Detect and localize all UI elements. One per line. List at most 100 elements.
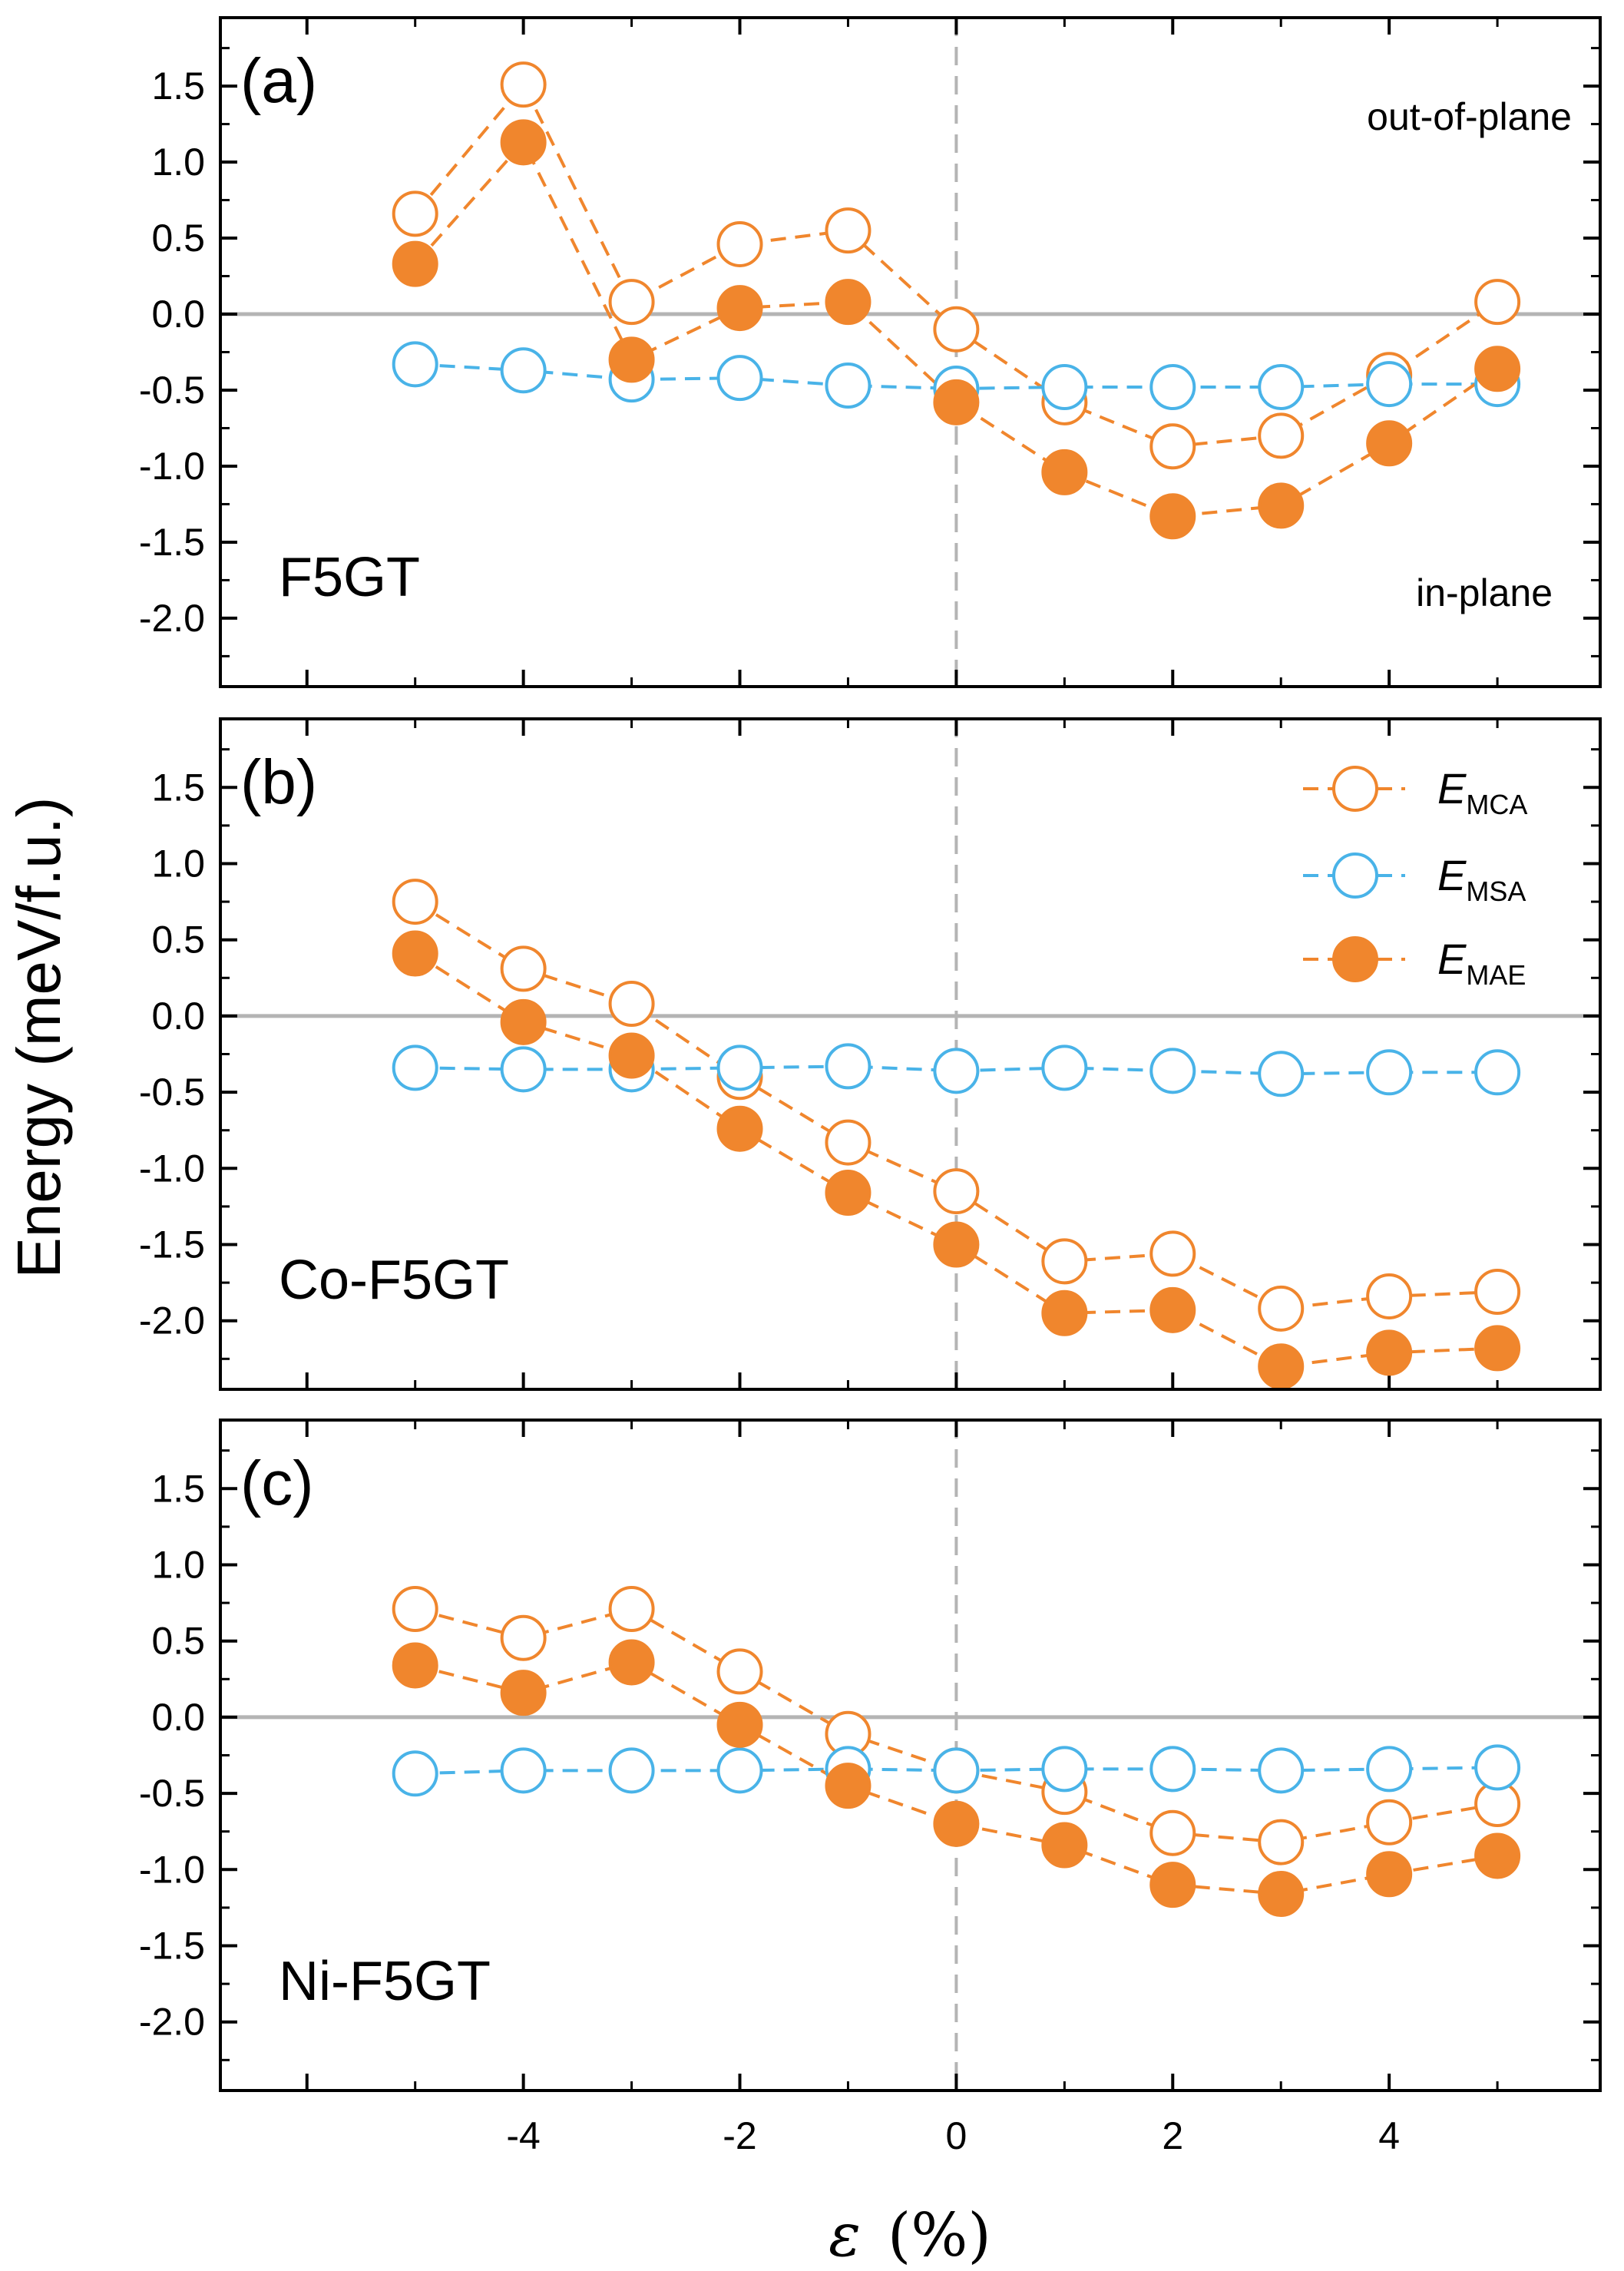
y-tick-label: -1.5 <box>139 521 205 564</box>
legend-entry-sub: MSA <box>1466 876 1526 907</box>
in-plane-label: in-plane <box>1416 571 1553 614</box>
data-point-mae <box>825 1170 872 1217</box>
y-tick-label: -1.0 <box>139 445 205 488</box>
y-tick-label: -1.5 <box>139 1223 205 1266</box>
y-tick-label: -1.0 <box>139 1147 205 1190</box>
data-point-mae <box>1041 1822 1088 1869</box>
panels: 1.5 1.0 0.5 0.0 -0.5 -1.0 -1.5 -2.0 (a) F5GT out-o… <box>139 16 1602 2157</box>
data-point-mae <box>500 1670 547 1716</box>
x-tick-label: 4 <box>1378 2114 1400 2157</box>
y-tick-label: -0.5 <box>139 369 205 412</box>
legend-entry: EMCA <box>1437 764 1527 820</box>
data-point-msa <box>392 341 438 388</box>
data-point-mae <box>1149 1286 1196 1333</box>
data-point-mca <box>1258 1819 1305 1865</box>
legend-entry-base: E <box>1437 851 1467 899</box>
data-point-msa <box>933 1747 980 1794</box>
legend-entry-sub: MCA <box>1466 789 1527 820</box>
y-tick-label: -2.0 <box>139 1299 205 1342</box>
data-point-msa <box>392 1750 438 1797</box>
legend-entry-base: E <box>1437 764 1467 813</box>
x-tick-label: -2 <box>723 2114 756 2157</box>
data-point-msa <box>933 1048 980 1094</box>
data-point-mae <box>608 336 655 383</box>
data-point-mae <box>1258 1343 1305 1390</box>
data-point-mca <box>825 207 872 254</box>
y-tick-label: 1.0 <box>151 1543 205 1586</box>
data-point-mca <box>1149 423 1196 470</box>
data-point-mae <box>716 1105 763 1152</box>
data-point-msa <box>1149 1746 1196 1793</box>
data-point-mca <box>933 1168 980 1215</box>
data-point-mca <box>500 61 547 108</box>
data-point-mca <box>1474 1269 1521 1316</box>
out-of-plane-label: out-of-plane <box>1367 95 1572 138</box>
data-point-mca <box>608 981 655 1028</box>
data-point-mae <box>825 279 872 326</box>
data-point-mca <box>716 220 763 267</box>
data-point-msa <box>1041 364 1088 411</box>
panel-label: (b) <box>240 747 317 817</box>
legend-entry: EMAE <box>1437 935 1526 991</box>
data-point-mca <box>1258 1285 1305 1332</box>
y-tick-label: 1.5 <box>151 766 205 809</box>
legend-marker <box>1332 936 1378 982</box>
data-point-msa <box>500 1046 547 1093</box>
legend-entry: EMSA <box>1437 851 1526 907</box>
y-tick-label: 0.0 <box>151 293 205 336</box>
x-axis-label-unit: (%) <box>888 2201 991 2270</box>
data-point-msa <box>1149 364 1196 411</box>
data-point-msa <box>608 1747 655 1794</box>
y-tick-label: -1.5 <box>139 1925 205 1968</box>
plot-frame <box>219 16 1602 688</box>
panel-label: (a) <box>240 46 317 116</box>
y-tick-label: 1.5 <box>151 65 205 108</box>
data-point-mae <box>1366 1851 1413 1898</box>
data-point-mae <box>933 1221 980 1268</box>
data-point-mae <box>1041 449 1088 495</box>
material-label: Co-F5GT <box>279 1250 509 1311</box>
data-point-mae <box>392 1642 438 1689</box>
data-point-mae <box>1366 1329 1413 1376</box>
data-point-mae <box>825 1763 872 1809</box>
data-point-msa <box>825 362 872 409</box>
data-point-mae <box>1474 1325 1521 1372</box>
data-point-msa <box>1149 1048 1196 1094</box>
data-point-mca <box>392 1586 438 1633</box>
data-point-mca <box>392 190 438 237</box>
plot-frame <box>219 717 1602 1391</box>
x-tick-label: 0 <box>945 2114 967 2157</box>
data-point-mca <box>608 1586 655 1633</box>
y-tick-label: -0.5 <box>139 1772 205 1815</box>
data-point-mae <box>608 1032 655 1079</box>
data-point-mae <box>1258 1871 1305 1918</box>
data-point-mae <box>392 930 438 977</box>
data-point-mca <box>825 1119 872 1166</box>
data-point-mca <box>1258 412 1305 459</box>
data-point-mae <box>1149 493 1196 540</box>
series-line-mae <box>414 139 1499 518</box>
y-tick-label: 0.5 <box>151 1620 205 1663</box>
data-point-mca <box>500 945 547 992</box>
x-tick-label: -4 <box>506 2114 540 2157</box>
data-point-mae <box>933 379 980 425</box>
y-tick-label: -1.0 <box>139 1848 205 1891</box>
y-axis-label: Energy (meV/f.u.) <box>5 797 73 1279</box>
data-point-msa <box>1366 1049 1413 1096</box>
data-point-mca <box>392 879 438 925</box>
data-point-msa <box>1258 1051 1305 1097</box>
data-point-msa <box>1366 1746 1413 1793</box>
y-tick-label: 0.5 <box>151 217 205 260</box>
data-point-msa <box>1258 364 1305 411</box>
x-axis-label-symbol: ε <box>829 2201 861 2270</box>
data-point-msa <box>825 1043 872 1090</box>
data-point-msa <box>500 347 547 394</box>
data-point-msa <box>1041 1044 1088 1091</box>
series-line-mca <box>415 1607 1498 1844</box>
data-point-msa <box>1258 1747 1305 1794</box>
data-point-mca <box>1366 1799 1413 1846</box>
y-tick-label: 0.0 <box>151 995 205 1038</box>
panel-b: 1.5 1.0 0.5 0.0 -0.5 -1.0 -1.5 -2.0 (b) Co-F5GT <box>139 717 1602 1391</box>
material-label: Ni-F5GT <box>279 1951 491 2012</box>
